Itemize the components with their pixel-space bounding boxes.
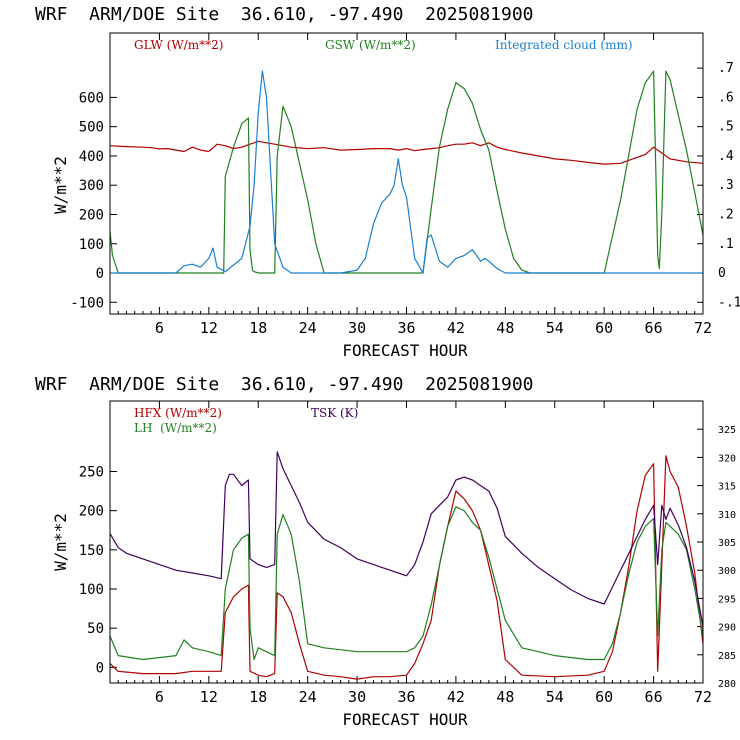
- legend-label: GSW (W/m**2): [325, 38, 416, 52]
- y2-tick-label: .7: [718, 61, 734, 76]
- y-tick-label: 0: [96, 266, 104, 282]
- y-tick-label: 400: [79, 149, 104, 165]
- x-tick-label: 48: [496, 688, 514, 706]
- y-tick-label: 0: [96, 660, 104, 676]
- plot-frame: [109, 400, 704, 684]
- x-tick-label: 30: [348, 319, 366, 337]
- x-tick-label: 42: [447, 688, 465, 706]
- x-tick-label: 36: [397, 319, 415, 337]
- x-tick-label: 18: [249, 319, 267, 337]
- y2-tick-label: .1: [718, 237, 734, 252]
- y2-tick-label: -.1: [718, 295, 740, 310]
- series-line: [110, 70, 703, 274]
- panel-title: WRF ARM/DOE Site 36.610, -97.490 2025081…: [35, 4, 534, 25]
- x-tick-label: 12: [200, 688, 218, 706]
- x-tick-label: 72: [694, 688, 712, 706]
- x-axis-label: FORECAST HOUR: [342, 341, 468, 360]
- series-line: [109, 455, 704, 680]
- x-axis-label: FORECAST HOUR: [342, 710, 468, 729]
- y2-tick-label: .3: [718, 178, 734, 193]
- x-tick-label: 66: [645, 688, 663, 706]
- x-tick-label: 54: [546, 688, 564, 706]
- legend-label: HFX (W/m**2): [134, 406, 222, 420]
- x-tick-label: 12: [200, 319, 218, 337]
- y2-tick-label: 315: [718, 482, 736, 493]
- y-tick-label: 250: [79, 465, 104, 481]
- y-tick-label: 100: [79, 582, 104, 598]
- x-tick-label: 30: [348, 688, 366, 706]
- x-tick-label: 72: [694, 319, 712, 337]
- legend-label: Integrated cloud (mm): [495, 38, 633, 52]
- y-tick-label: -100: [70, 295, 104, 311]
- y-tick-label: 200: [79, 207, 104, 223]
- y-axis-label: W/m**2: [51, 513, 70, 571]
- x-tick-label: 24: [299, 319, 317, 337]
- x-tick-label: 6: [155, 688, 164, 706]
- series-line: [109, 506, 704, 661]
- y2-tick-label: .4: [718, 149, 734, 164]
- y-tick-label: 150: [79, 543, 104, 559]
- y2-tick-label: 285: [718, 651, 736, 662]
- y-tick-label: 50: [87, 621, 104, 637]
- x-tick-label: 60: [595, 688, 613, 706]
- x-tick-label: 36: [397, 688, 415, 706]
- y-tick-label: 600: [79, 90, 104, 106]
- x-tick-label: 18: [249, 688, 267, 706]
- x-tick-label: 66: [645, 319, 663, 337]
- x-tick-label: 6: [155, 319, 164, 337]
- y2-tick-label: 0: [718, 266, 726, 281]
- x-tick-label: 60: [595, 319, 613, 337]
- x-tick-label: 24: [299, 688, 317, 706]
- y2-tick-label: .2: [718, 207, 734, 222]
- panel-bottom: WRF ARM/DOE Site 36.610, -97.490 2025081…: [35, 374, 736, 729]
- x-tick-label: 48: [496, 319, 514, 337]
- plot-area: 6 12 18 24 30 36 42 48 54 60 66 72 -100 0 100 200 300 400…: [70, 33, 740, 337]
- y2-tick-label: 325: [718, 425, 736, 436]
- legend-label: TSK (K): [311, 406, 358, 420]
- series-line: [109, 140, 704, 165]
- panel-top: WRF ARM/DOE Site 36.610, -97.490 2025081…: [35, 4, 740, 360]
- y-tick-label: 300: [79, 178, 104, 194]
- series-line: [109, 70, 704, 274]
- y2-tick-label: 280: [718, 679, 736, 690]
- plot-area: 6 12 18 24 30 36 42 48 54 60 66 72 0 50 100 150 200 250 28…: [79, 401, 736, 706]
- y2-tick-label: 300: [718, 566, 736, 577]
- y2-tick-label: 295: [718, 594, 736, 605]
- plot-frame: [109, 32, 704, 315]
- y-tick-label: 200: [79, 504, 104, 520]
- y-tick-label: 100: [79, 237, 104, 253]
- y2-tick-label: .6: [718, 90, 734, 105]
- x-tick-label: 54: [546, 319, 564, 337]
- y2-tick-label: 320: [718, 453, 736, 464]
- legend-label: LH (W/m**2): [134, 421, 217, 435]
- y-axis-label: W/m**2: [51, 156, 70, 214]
- x-tick-label: 42: [447, 319, 465, 337]
- panel-title: WRF ARM/DOE Site 36.610, -97.490 2025081…: [35, 374, 534, 395]
- y2-tick-label: 310: [718, 510, 736, 521]
- y2-tick-label: 290: [718, 623, 736, 634]
- series-line: [109, 451, 704, 627]
- y2-tick-label: .5: [718, 120, 734, 135]
- legend-label: GLW (W/m**2): [134, 38, 223, 52]
- y-tick-label: 500: [79, 120, 104, 136]
- y2-tick-label: 305: [718, 538, 736, 549]
